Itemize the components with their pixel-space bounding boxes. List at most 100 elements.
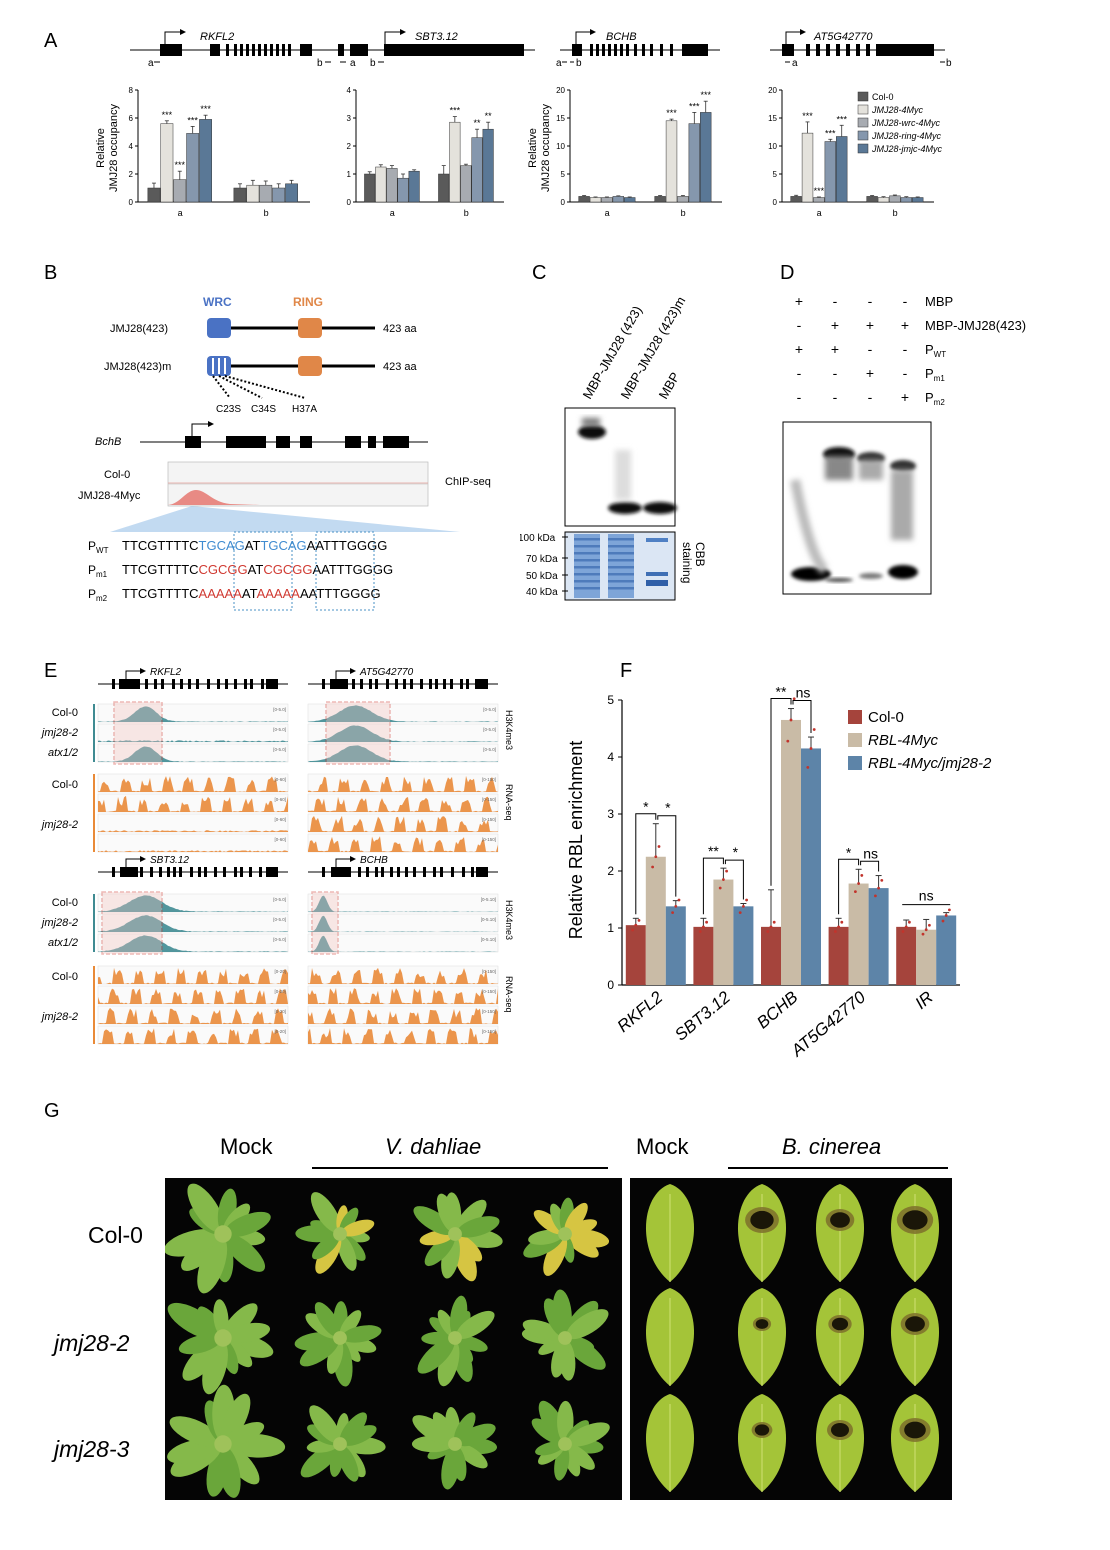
probe-name: Pm2 xyxy=(88,587,108,603)
condition-label: Pm2 xyxy=(925,390,945,407)
bar xyxy=(889,195,901,203)
track-label: Col-0 xyxy=(52,897,78,909)
bar xyxy=(147,187,161,203)
bar xyxy=(186,133,200,203)
significance-mark: *** xyxy=(825,128,836,138)
tick-label: 15 xyxy=(556,114,565,123)
detached-leaf xyxy=(645,1184,695,1282)
condition-label: PWT xyxy=(925,342,946,359)
track-range: [0-150] xyxy=(482,989,496,994)
condition-sign: - xyxy=(833,389,838,405)
legend-label: RBL-4Myc xyxy=(868,732,939,749)
significance-mark: *** xyxy=(814,186,825,196)
wrc-domain xyxy=(207,318,231,338)
legend-swatch xyxy=(857,91,869,102)
probe-sequence: TTCGTTTTCCGCGGATCGCGGAATTTGGGG xyxy=(122,562,393,577)
gene-label: AT5G42770 xyxy=(359,667,414,678)
bar xyxy=(868,888,889,985)
panel-c-figure: MBP-JMJ28 (423) MBP-JMJ28 (423)m MBP 100… xyxy=(520,294,707,601)
plant-rosette xyxy=(167,1299,274,1395)
bar xyxy=(408,170,420,203)
construct-wt-label: JMJ28(423) xyxy=(110,323,168,335)
panel-letter-d: D xyxy=(780,262,795,284)
tick-label: 0 xyxy=(129,198,134,207)
bar xyxy=(285,183,298,203)
plant-rosette xyxy=(300,1405,386,1482)
panel-letter-b: B xyxy=(44,262,58,284)
tick-label: 4 xyxy=(607,750,614,764)
gene-label-sbt: SBT3.12 xyxy=(415,31,458,43)
primer-label: a xyxy=(350,58,356,69)
detached-leaf xyxy=(737,1394,787,1492)
primer-label: a xyxy=(148,58,154,69)
detached-leaf xyxy=(737,1184,787,1282)
legend-label: JMJ28-jmjc-4Myc xyxy=(871,144,943,154)
gene-label-bchb: BchB xyxy=(95,436,121,448)
marker-50: 50 kDa xyxy=(526,571,558,582)
bar xyxy=(936,915,957,985)
track-range: [0-20] xyxy=(274,1009,286,1014)
bar xyxy=(761,926,781,985)
marker-70: 70 kDa xyxy=(526,554,558,565)
condition-label: Pm1 xyxy=(925,366,945,383)
track-range: [0-5.10] xyxy=(481,937,496,942)
bar xyxy=(677,196,689,203)
plant-rosette xyxy=(523,1197,610,1276)
bar xyxy=(438,173,450,203)
bar xyxy=(645,856,666,985)
track-range: [0-20] xyxy=(274,1029,286,1034)
panel-e-figure: RKFL2 AT5G42770 Col-0 [0-5.0] [0-5.0] jmj28-2… xyxy=(40,667,514,1045)
tick-label: 0 xyxy=(607,978,614,992)
track-range: [0-60] xyxy=(274,837,286,842)
significance-mark: ns xyxy=(796,685,811,701)
primer-label: a xyxy=(556,58,562,69)
condition-sign: + xyxy=(866,317,874,333)
significance-mark: * xyxy=(665,800,671,816)
category-label: a xyxy=(390,208,395,218)
bar xyxy=(912,197,924,203)
detached-leaf xyxy=(645,1394,695,1492)
detached-leaf xyxy=(890,1288,940,1386)
gene-label-rkfl2: RKFL2 xyxy=(200,31,234,43)
condition-sign: + xyxy=(901,389,909,405)
tick-label: 15 xyxy=(768,114,777,123)
significance-mark: * xyxy=(846,844,852,860)
panel-letter-f: F xyxy=(620,660,633,682)
ring-domain-mutant xyxy=(298,356,322,376)
panel-a-gene-models: RKFL2 SBT3.12 a b a b BCHB a b AT5G42770… xyxy=(130,29,952,69)
track-range: [0-20] xyxy=(274,969,286,974)
significance-mark: *** xyxy=(836,114,847,124)
significance-mark: *** xyxy=(200,104,211,114)
significance-mark: ** xyxy=(708,843,719,859)
track-range: [0-5.0] xyxy=(273,707,286,712)
panel-b-figure: WRC RING JMJ28(423) 423 aa JMJ28(423)m 4… xyxy=(78,295,491,611)
tick-label: 20 xyxy=(768,86,777,95)
track-range: [0-5.0] xyxy=(483,707,496,712)
legend-swatch xyxy=(848,756,862,770)
mutation-c34s: C34S xyxy=(251,404,276,415)
bar xyxy=(801,748,821,985)
primer-label: b xyxy=(946,58,952,69)
track-range: [0-150] xyxy=(482,797,496,802)
track-range: [0-5.0] xyxy=(273,917,286,922)
tick-label: 10 xyxy=(556,142,565,151)
tick-label: 0 xyxy=(773,198,778,207)
significance-mark: ** xyxy=(474,118,482,128)
legend-label: Col-0 xyxy=(868,709,904,726)
condition-sign: - xyxy=(833,365,838,381)
bar xyxy=(900,197,912,203)
bar xyxy=(665,120,678,203)
track-range: [0-60] xyxy=(274,777,286,782)
significance-mark: *** xyxy=(666,108,677,118)
category-label: BCHB xyxy=(753,988,801,1033)
legend-label: JMJ28-wrc-4Myc xyxy=(871,118,941,128)
significance-mark: *** xyxy=(689,101,700,111)
category-label: b xyxy=(264,208,269,218)
track-range: [0-5.0] xyxy=(483,747,496,752)
chip-peak xyxy=(168,490,260,505)
condition-sign: + xyxy=(831,317,839,333)
condition-sign: - xyxy=(797,389,802,405)
track-label: Col-0 xyxy=(52,779,78,791)
